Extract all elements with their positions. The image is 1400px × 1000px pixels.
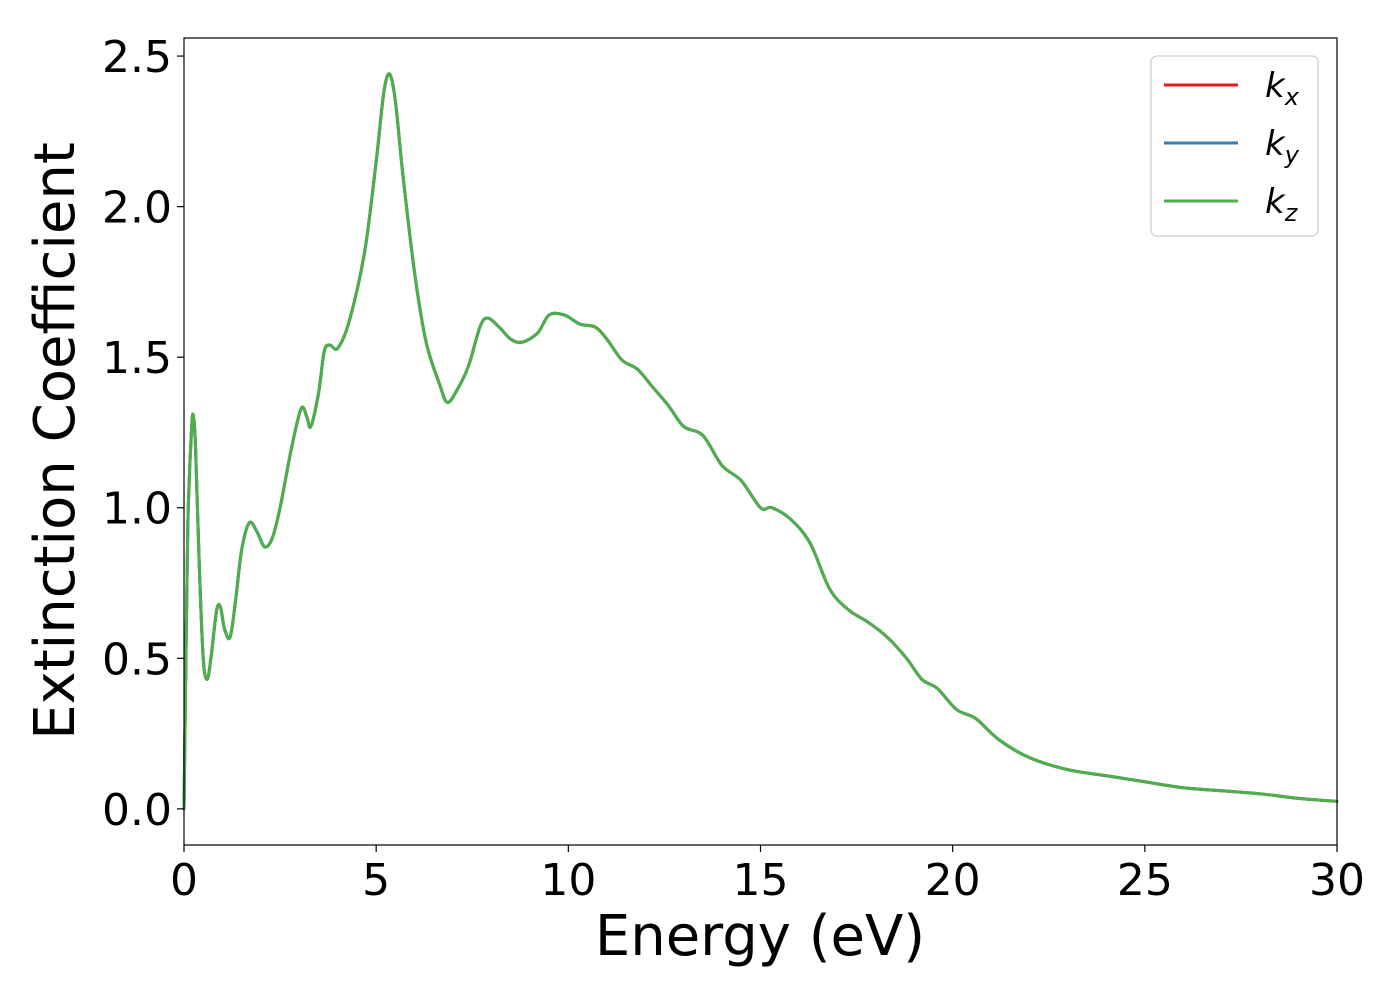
series-line-kz (182, 72, 1339, 811)
x-tick-label: 15 (733, 855, 789, 906)
y-tick-label: 2.0 (102, 183, 172, 234)
y-tick-label: 0.5 (102, 634, 172, 685)
legend-label-ky: ky (1265, 124, 1300, 169)
series-layer (182, 72, 1339, 811)
y-tick-label: 2.5 (102, 32, 172, 83)
legend-label-kx: kx (1265, 66, 1300, 111)
legend-label-kz: kz (1265, 182, 1299, 227)
y-axis: 0.0 0.5 1.0 1.5 2.0 2.5 (102, 32, 184, 836)
x-tick-label: 5 (362, 855, 390, 906)
y-axis-label: Extinction Coefficient (23, 142, 88, 740)
x-tick-label: 10 (540, 855, 596, 906)
y-tick-label: 1.5 (102, 333, 172, 384)
x-tick-label: 30 (1309, 855, 1365, 906)
y-tick-label: 1.0 (102, 484, 172, 535)
legend-entries: kx ky kz (1164, 66, 1300, 227)
x-tick-label: 20 (925, 855, 981, 906)
legend-box (1150, 55, 1319, 237)
legend: kx ky kz (1150, 55, 1319, 237)
x-tick-label: 0 (170, 855, 198, 906)
x-tick-label: 25 (1117, 855, 1173, 906)
x-axis-label: Energy (eV) (595, 904, 925, 969)
y-tick-label: 0.0 (102, 785, 172, 836)
x-axis: 0 5 10 15 20 25 30 (170, 845, 1365, 906)
